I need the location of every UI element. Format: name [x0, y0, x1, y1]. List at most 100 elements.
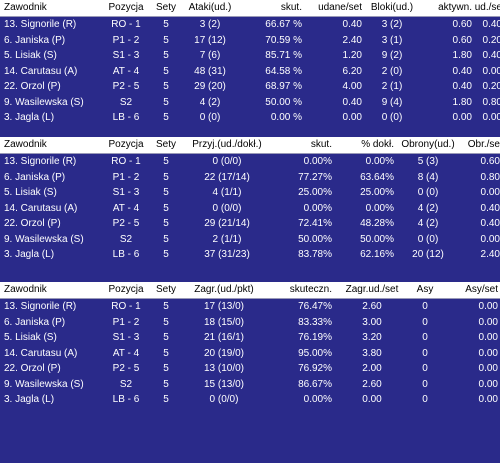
cell-attack-efficiency: 68.97 %	[265, 81, 302, 92]
cell-digs-per-set: 0.00	[480, 233, 500, 245]
cell-serves-per-set: 3.20	[362, 332, 382, 343]
cell-player: 13. Signorile (R)	[4, 301, 77, 312]
cell-player: 22. Orzol (P)	[4, 81, 61, 92]
cell-attack-efficiency: 85.71 %	[265, 50, 302, 61]
cell-position: P2 - 5	[112, 363, 140, 374]
table-row[interactable]: 6. Janiska (P) P1 - 2 5 22 (17/14) 77.27% 63.…	[0, 170, 500, 186]
cell-position: P1 - 2	[112, 34, 140, 46]
cell-attacks-per-set: 0.40	[342, 96, 362, 108]
table-row[interactable]: 13. Signorile (R) RO - 1 5 3 (2) 66.67 % 0.40…	[0, 17, 500, 33]
cell-aces-per-set: 0.00	[478, 332, 498, 343]
cell-attacks: 0 (0)	[199, 112, 221, 123]
column-header-aces: Asy	[416, 284, 434, 295]
column-header-serve-efficiency: skuteczn.	[289, 284, 332, 295]
table-row[interactable]: 14. Carutasu (A) AT - 4 5 20 (19/0) 95.00% 3.…	[0, 346, 500, 362]
table-row[interactable]: 5. Lisiak (S) S1 - 3 5 4 (1/1) 25.00% 25.00% 0…	[0, 185, 500, 201]
cell-reception-efficiency: 83.78%	[298, 249, 332, 260]
cell-block-activity: 0.60	[452, 19, 472, 30]
cell-serves-per-set: 3.80	[362, 347, 382, 359]
cell-player: 14. Carutasu (A)	[4, 202, 78, 214]
cell-serve-efficiency: 95.00%	[298, 347, 332, 359]
cell-aces-per-set: 0.00	[478, 378, 498, 390]
cell-serves-per-set: 2.60	[362, 378, 382, 390]
cell-position: S2	[119, 378, 133, 390]
cell-receptions: 0 (0/0)	[212, 202, 242, 214]
cell-sets: 5	[163, 112, 169, 123]
cell-player: 5. Lisiak (S)	[4, 332, 57, 343]
cell-aces-per-set: 0.00	[478, 347, 498, 359]
column-header-serves-per-set: Zagr.ud./set	[345, 284, 399, 295]
cell-position: RO - 1	[111, 19, 141, 30]
cell-player: 3. Jagla (L)	[4, 112, 55, 123]
cell-reception-efficiency: 77.27%	[298, 171, 332, 183]
cell-player: 6. Janiska (P)	[4, 316, 66, 328]
cell-serves: 0 (0/0)	[209, 394, 239, 405]
table-row[interactable]: 22. Orzol (P) P2 - 5 5 29 (21/14) 72.41% 48.2…	[0, 216, 500, 232]
cell-player: 22. Orzol (P)	[4, 363, 61, 374]
cell-aces: 0	[422, 347, 428, 359]
column-header-player: Zawodnik	[4, 139, 47, 150]
table-row[interactable]: 13. Signorile (R) RO - 1 5 17 (13/0) 76.47% 2…	[0, 299, 500, 315]
table-row[interactable]: 14. Carutasu (A) AT - 4 5 0 (0/0) 0.00% 0.00%…	[0, 201, 500, 217]
cell-player: 9. Wasilewska (S)	[4, 233, 84, 245]
cell-block-activity: 1.80	[452, 96, 472, 108]
table-row[interactable]: 3. Jagla (L) LB - 6 5 0 (0/0) 0.00% 0.00 0 0.00	[0, 392, 500, 408]
cell-sets: 5	[163, 96, 169, 108]
cell-digs: 0 (0)	[417, 187, 439, 198]
reception-defense-table-body: 13. Signorile (R) RO - 1 5 0 (0/0) 0.00% 0.00…	[0, 154, 500, 263]
table-row[interactable]: 5. Lisiak (S) S1 - 3 5 21 (16/1) 76.19% 3.20 0…	[0, 330, 500, 346]
cell-player: 6. Janiska (P)	[4, 171, 66, 183]
cell-digs-per-set: 0.80	[480, 171, 500, 183]
table-row[interactable]: 14. Carutasu (A) AT - 4 5 48 (31) 64.58 % 6.2…	[0, 64, 500, 80]
cell-reception-efficiency: 50.00%	[298, 233, 332, 245]
table-row[interactable]: 6. Janiska (P) P1 - 2 5 18 (15/0) 83.33% 3.00…	[0, 315, 500, 331]
column-header-sets: Sety	[155, 139, 176, 150]
cell-block-activity: 0.00	[452, 112, 472, 123]
table-row[interactable]: 6. Janiska (P) P1 - 2 5 17 (12) 70.59 % 2.40 3…	[0, 33, 500, 49]
column-header-aces-per-set: Asy/set	[465, 284, 498, 295]
cell-position: P2 - 5	[112, 81, 140, 92]
cell-reception-efficiency: 0.00%	[303, 156, 332, 167]
cell-attacks: 4 (2)	[199, 96, 221, 108]
cell-serve-efficiency: 76.19%	[298, 332, 332, 343]
cell-attacks-per-set: 6.20	[342, 65, 362, 77]
cell-blocks-per-set: 0.00	[482, 65, 500, 77]
cell-blocks: 3 (1)	[381, 34, 403, 46]
table-row[interactable]: 3. Jagla (L) LB - 6 5 0 (0) 0.00 % 0.00 0 (0) 0…	[0, 110, 500, 126]
table-row[interactable]: 9. Wasilewska (S) S2 5 4 (2) 50.00 % 0.40 9 (4…	[0, 95, 500, 111]
cell-aces-per-set: 0.00	[478, 301, 498, 312]
cell-player: 22. Orzol (P)	[4, 218, 61, 229]
table-row[interactable]: 22. Orzol (P) P2 - 5 5 29 (20) 68.97 % 4.00 2 …	[0, 79, 500, 95]
cell-reception-efficiency: 0.00%	[303, 202, 332, 214]
cell-position: S2	[119, 96, 133, 108]
table-row[interactable]: 22. Orzol (P) P2 - 5 5 13 (10/0) 76.92% 2.00 0…	[0, 361, 500, 377]
cell-player: 6. Janiska (P)	[4, 34, 66, 46]
table-row[interactable]: 9. Wasilewska (S) S2 5 2 (1/1) 50.00% 50.00% 0…	[0, 232, 500, 248]
cell-serves: 18 (15/0)	[203, 316, 245, 328]
cell-reception-accuracy: 50.00%	[360, 233, 394, 245]
table-row[interactable]: 3. Jagla (L) LB - 6 5 37 (31/23) 83.78% 62.16…	[0, 247, 500, 263]
cell-serves: 15 (13/0)	[203, 378, 245, 390]
table-row[interactable]: 9. Wasilewska (S) S2 5 15 (13/0) 86.67% 2.60 0…	[0, 377, 500, 393]
cell-sets: 5	[163, 378, 169, 390]
cell-attacks: 17 (12)	[194, 34, 226, 46]
cell-attack-efficiency: 50.00 %	[265, 96, 302, 108]
cell-blocks: 2 (1)	[381, 81, 403, 92]
cell-digs: 0 (0)	[417, 233, 439, 245]
cell-serve-efficiency: 83.33%	[298, 316, 332, 328]
cell-receptions: 2 (1/1)	[212, 233, 242, 245]
table-row[interactable]: 5. Lisiak (S) S1 - 3 5 7 (6) 85.71 % 1.20 9 (2…	[0, 48, 500, 64]
cell-receptions: 22 (17/14)	[204, 171, 250, 183]
table-row[interactable]: 13. Signorile (R) RO - 1 5 0 (0/0) 0.00% 0.00…	[0, 154, 500, 170]
cell-sets: 5	[163, 171, 169, 183]
cell-sets: 5	[163, 363, 169, 374]
reception-defense-table-header: Zawodnik Pozycja Sety Przyj.(ud./dokł.) skut…	[0, 137, 500, 154]
cell-attack-efficiency: 64.58 %	[265, 65, 302, 77]
cell-blocks-per-set: 0.40	[482, 19, 500, 30]
cell-serves: 13 (10/0)	[203, 363, 245, 374]
cell-aces: 0	[422, 332, 428, 343]
cell-sets: 5	[163, 156, 169, 167]
column-header-reception-accuracy: % dokł.	[361, 139, 394, 150]
cell-serve-efficiency: 86.67%	[298, 378, 332, 390]
cell-serves-per-set: 2.00	[362, 363, 382, 374]
